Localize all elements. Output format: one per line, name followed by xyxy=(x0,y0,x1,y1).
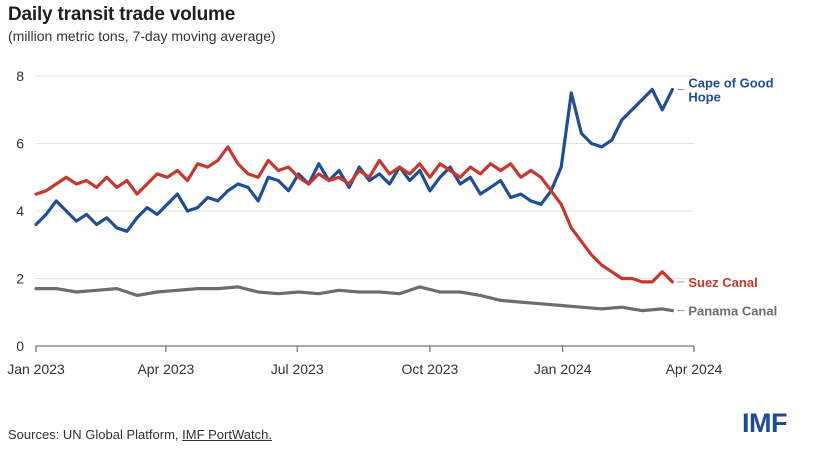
x-tick-label: Apr 2024 xyxy=(666,361,723,377)
series-label: Cape of Good xyxy=(688,76,773,91)
line-chart: 0 2 4 6 8 Jan 2023 Apr 2023 Jul 2023 Oct 2023 Jan… xyxy=(7,68,777,377)
chart-title: Daily transit trade volume xyxy=(8,4,236,25)
x-tick-label: Jan 2024 xyxy=(534,361,592,377)
y-tick-label: 6 xyxy=(16,136,24,152)
series-label: Panama Canal xyxy=(688,304,777,319)
axes: 0 2 4 6 8 Jan 2023 Apr 2023 Jul 2023 Oct 2023 Jan… xyxy=(7,68,722,377)
source-text: Sources: UN Global Platform, xyxy=(8,427,183,442)
y-tick-label: 0 xyxy=(16,338,24,354)
source-link[interactable]: IMF PortWatch. xyxy=(182,427,272,442)
y-tick-label: 4 xyxy=(16,203,24,219)
x-tick-label: Oct 2023 xyxy=(402,361,459,377)
source-note: Sources: UN Global Platform, IMF PortWat… xyxy=(8,427,272,442)
x-tick-label: Apr 2023 xyxy=(137,361,194,377)
y-tick-label: 8 xyxy=(16,68,24,84)
series-label: Hope xyxy=(688,90,721,105)
series-line-2 xyxy=(34,285,674,313)
chart-subtitle: (million metric tons, 7-day moving avera… xyxy=(8,28,276,44)
series-line-0 xyxy=(34,87,674,233)
series-line-1 xyxy=(34,145,674,284)
imf-logo: IMF xyxy=(742,408,788,438)
x-tick-label: Jan 2023 xyxy=(7,361,65,377)
x-tick-label: Jul 2023 xyxy=(271,361,324,377)
series-label: Suez Canal xyxy=(688,275,757,290)
series-lines xyxy=(34,87,674,313)
y-tick-label: 2 xyxy=(16,271,24,287)
